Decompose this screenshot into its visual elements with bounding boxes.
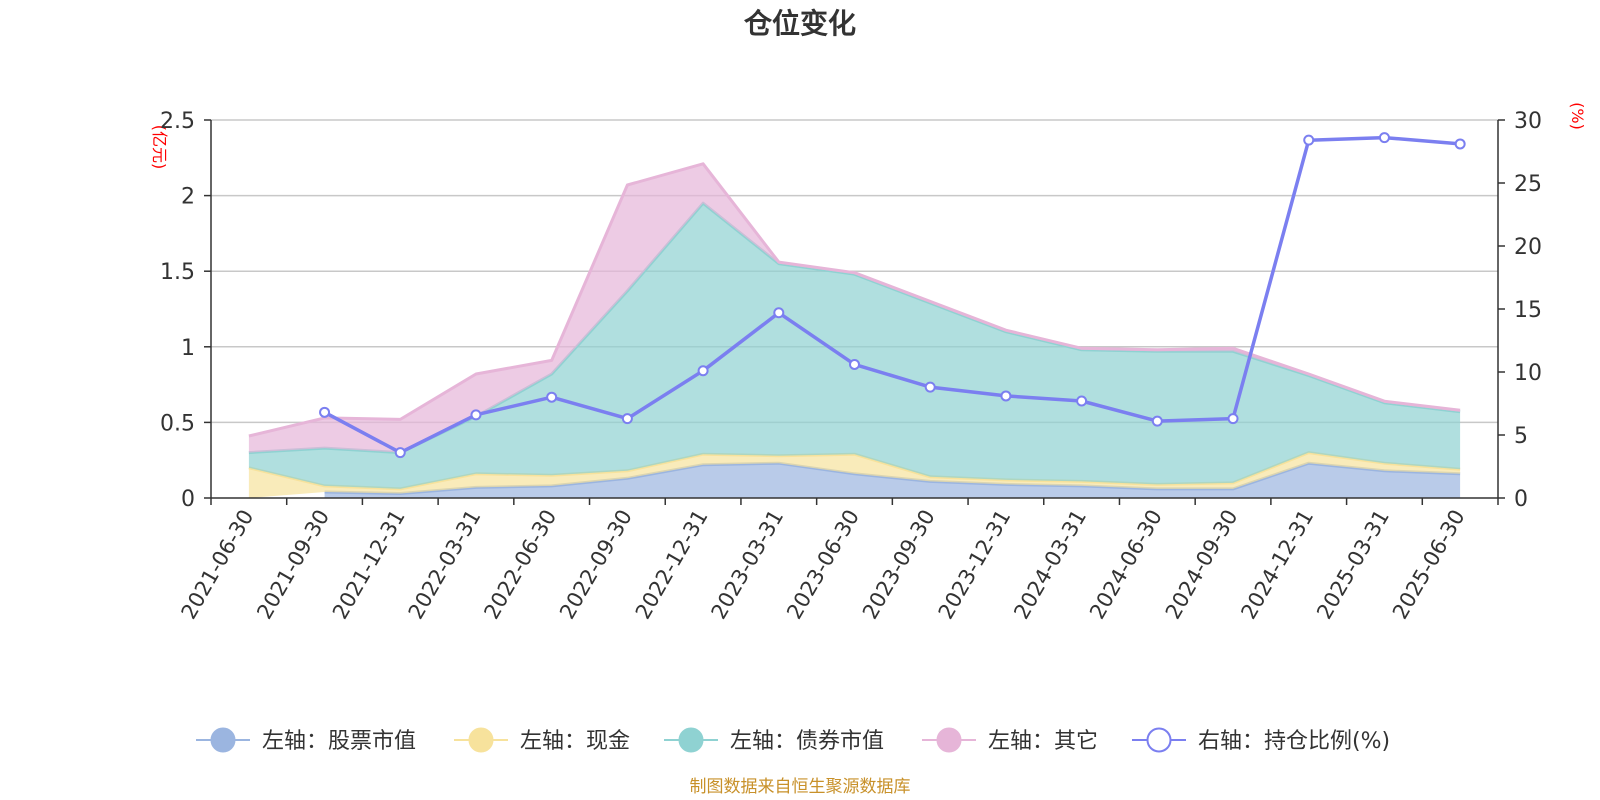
right-axis-tick-label: 5 [1514,424,1528,449]
holding-ratio-point [697,365,709,377]
holding-ratio-point [621,413,633,425]
x-axis-tick-label: 2024-09-30 [1161,506,1243,624]
holding-ratio-point [1151,415,1163,427]
x-axis-tick-label: 2021-06-30 [177,506,259,624]
holding-ratio-point [1454,138,1466,150]
x-axis-tick-label: 2023-12-31 [934,506,1016,624]
left-axis-tick-label: 1 [181,336,195,361]
holding-ratio-point [546,391,558,403]
left-axis-tick-label: 0.5 [160,411,195,436]
x-axis-tick-label: 2023-03-31 [707,506,789,624]
holding-ratio-point [1000,390,1012,402]
holding-ratio-point [1378,132,1390,144]
legend-swatch-marker [936,727,962,753]
left-axis-tick-label: 2.5 [160,109,195,134]
left-axis-tick-label: 0 [181,487,195,512]
legend: 左轴：股票市值 左轴：现金 左轴：债券市值 左轴：其它 右轴：持仓比例(%) [196,727,1390,754]
right-axis-tick-label: 25 [1514,172,1542,197]
holding-ratio-point [849,358,860,370]
legend-swatch-marker [210,727,236,753]
legend-swatch-marker [1146,727,1172,753]
x-axis-tick-label: 2022-12-31 [631,506,713,624]
data-source-note: 制图数据来自恒生聚源数据库 [690,777,911,797]
stacked-areas [248,162,1461,498]
legend-label: 右轴：持仓比例(%) [1198,729,1390,754]
x-axis-tick-label: 2022-03-31 [404,506,486,624]
area-series-4 [248,163,1461,453]
holding-ratio-point [1227,413,1239,425]
chart-title: 仓位变化 [744,7,856,40]
x-axis-tick-label: 2021-09-30 [252,506,334,624]
x-axis-tick-label: 2023-09-30 [858,505,940,623]
x-axis-tick-label: 2022-09-30 [555,506,637,624]
legend-label: 左轴：股票市值 [262,729,416,754]
legend-swatch-marker [678,727,704,753]
holding-ratio-line-path [323,135,1461,455]
left-axis-tick-label: 2 [181,185,195,210]
holding-ratio-point [394,447,406,459]
x-axis-tick-label: 2024-12-31 [1236,506,1318,624]
legend-label: 左轴：其它 [988,729,1098,754]
legend-swatch-marker [468,727,494,753]
x-axis-tick-label: 2025-03-31 [1312,506,1394,624]
area-series-4-edge [248,162,1461,438]
left-axis-unit: (亿元) [150,125,169,170]
holding-ratio-point [924,381,936,393]
right-axis-tick-label: 15 [1514,298,1542,323]
holding-ratio-line [319,132,1466,459]
legend-label: 左轴：现金 [520,729,630,754]
holding-ratio-point [470,409,482,421]
area-series-2 [248,452,1461,498]
holding-ratio-point [1076,395,1088,407]
holding-ratio-point [319,406,331,418]
x-axis-tick-label: 2021-12-31 [328,506,410,624]
x-axis-tick-label: 2024-06-30 [1085,506,1167,624]
holding-ratio-point [773,307,785,319]
left-axis-tick-label: 1.5 [160,260,195,285]
legend-label: 左轴：债券市值 [730,729,884,754]
right-axis-tick-label: 0 [1514,487,1528,512]
x-axis-tick-label: 2023-06-30 [782,506,864,624]
x-axis-tick-label: 2022-06-30 [479,506,561,624]
right-axis-tick-label: 30 [1514,109,1542,134]
x-axis-tick-label: 2024-03-31 [1009,506,1091,624]
right-axis-tick-label: 20 [1514,235,1542,260]
x-axis-tick-label: 2025-06-30 [1388,506,1470,624]
right-axis-unit: (%) [1568,102,1587,130]
right-axis-tick-label: 10 [1514,361,1542,386]
holding-ratio-point [1303,134,1315,146]
